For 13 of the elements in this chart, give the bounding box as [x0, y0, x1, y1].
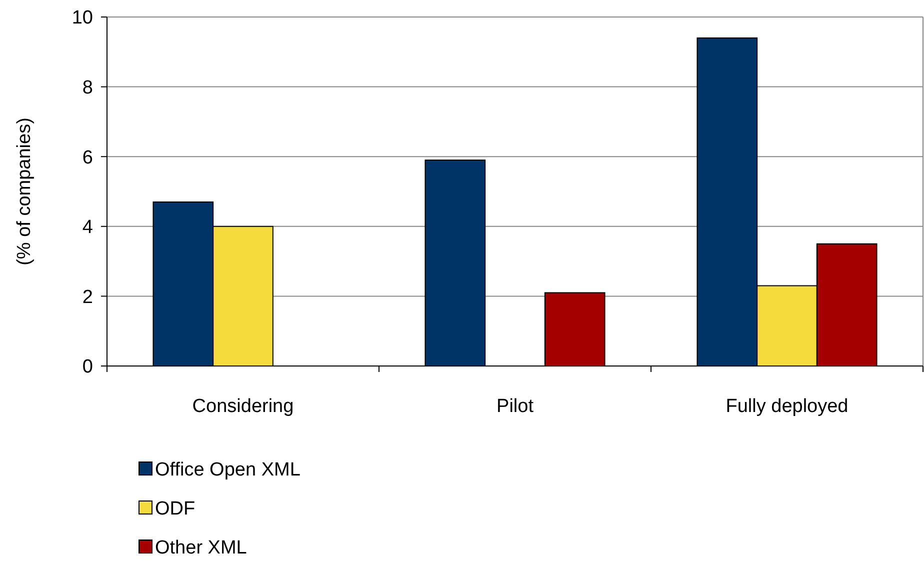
legend-label: Office Open XML: [155, 460, 300, 481]
y-tick-label: 10: [72, 8, 93, 29]
y-tick-label: 4: [82, 217, 94, 238]
x-tick-label: Fully deployed: [726, 396, 848, 417]
legend-label: Other XML: [155, 538, 247, 559]
y-axis-title: (% of companies): [14, 118, 35, 266]
y-tick-label: 0: [82, 356, 93, 378]
legend-label: ODF: [155, 498, 196, 520]
y-tick-label: 6: [82, 147, 93, 168]
x-tick-label: Considering: [192, 396, 294, 417]
x-tick-label: Pilot: [496, 396, 534, 417]
y-tick-label: 8: [82, 77, 93, 98]
y-tick-label: 2: [82, 286, 93, 308]
